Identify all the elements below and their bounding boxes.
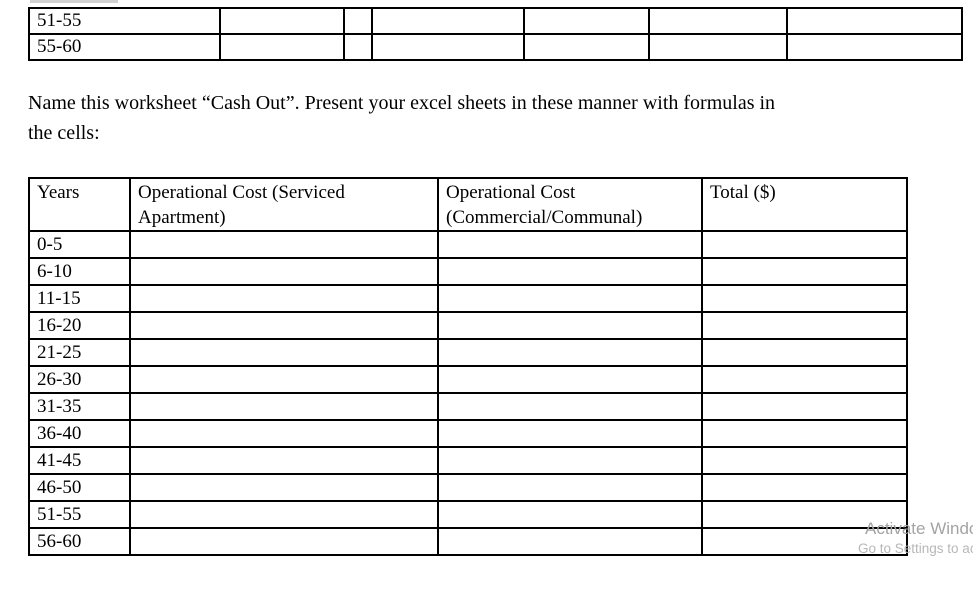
table-row: 0-5 bbox=[28, 230, 908, 259]
serviced-cost-cell[interactable] bbox=[129, 257, 439, 286]
instruction-paragraph: Name this worksheet “Cash Out”. Present … bbox=[28, 88, 938, 148]
partial-year-range-cell: 55-60 bbox=[28, 33, 221, 61]
total-cell[interactable] bbox=[701, 446, 908, 475]
serviced-cost-cell[interactable] bbox=[129, 527, 439, 556]
commercial-cost-cell[interactable] bbox=[437, 338, 703, 367]
empty-cell[interactable] bbox=[523, 7, 650, 35]
empty-cell[interactable] bbox=[648, 7, 788, 35]
commercial-cost-cell[interactable] bbox=[437, 527, 703, 556]
total-cell[interactable] bbox=[701, 338, 908, 367]
empty-cell[interactable] bbox=[786, 33, 963, 61]
empty-cell[interactable] bbox=[371, 7, 525, 35]
cutoff-row-remnant bbox=[30, 0, 118, 3]
instruction-line: the cells: bbox=[28, 122, 100, 144]
commercial-cost-cell[interactable] bbox=[437, 392, 703, 421]
header-total: Total ($) bbox=[701, 177, 908, 232]
empty-cell[interactable] bbox=[648, 33, 788, 61]
empty-cell[interactable] bbox=[219, 7, 345, 35]
cash-out-cost-table: Years Operational Cost (Serviced Apartme… bbox=[28, 177, 908, 556]
year-range-cell: 16-20 bbox=[28, 311, 131, 340]
table-row: 26-30 bbox=[28, 365, 908, 394]
header-text: Operational Cost bbox=[446, 182, 576, 203]
header-text: Apartment) bbox=[138, 207, 226, 228]
partial-year-range-cell: 51-55 bbox=[28, 7, 221, 35]
commercial-cost-cell[interactable] bbox=[437, 473, 703, 502]
year-range-cell: 26-30 bbox=[28, 365, 131, 394]
table-row: 55-60 bbox=[28, 33, 963, 61]
header-years: Years bbox=[28, 177, 131, 232]
year-range-cell: 21-25 bbox=[28, 338, 131, 367]
empty-cell[interactable] bbox=[343, 7, 373, 35]
table-row: 46-50 bbox=[28, 473, 908, 502]
empty-cell[interactable] bbox=[523, 33, 650, 61]
serviced-cost-cell[interactable] bbox=[129, 284, 439, 313]
total-cell[interactable] bbox=[701, 365, 908, 394]
serviced-cost-cell[interactable] bbox=[129, 365, 439, 394]
header-text: Total ($) bbox=[710, 182, 776, 203]
header-text: (Commercial/Communal) bbox=[446, 207, 643, 228]
table-row: 36-40 bbox=[28, 419, 908, 448]
total-cell[interactable] bbox=[701, 284, 908, 313]
serviced-cost-cell[interactable] bbox=[129, 338, 439, 367]
year-range-cell: 36-40 bbox=[28, 419, 131, 448]
table-row: 6-10 bbox=[28, 257, 908, 286]
table-row: 56-60 bbox=[28, 527, 908, 556]
commercial-cost-cell[interactable] bbox=[437, 500, 703, 529]
serviced-cost-cell[interactable] bbox=[129, 230, 439, 259]
table-header-row: Years Operational Cost (Serviced Apartme… bbox=[28, 177, 908, 232]
serviced-cost-cell[interactable] bbox=[129, 392, 439, 421]
instruction-line: Name this worksheet “Cash Out”. Present … bbox=[28, 92, 776, 114]
empty-cell[interactable] bbox=[786, 7, 963, 35]
year-range-cell: 0-5 bbox=[28, 230, 131, 259]
table-row: 41-45 bbox=[28, 446, 908, 475]
table-row: 16-20 bbox=[28, 311, 908, 340]
serviced-cost-cell[interactable] bbox=[129, 311, 439, 340]
header-operational-cost-serviced: Operational Cost (Serviced Apartment) bbox=[129, 177, 439, 232]
table-row: 51-55 bbox=[28, 7, 963, 35]
total-cell[interactable] bbox=[701, 392, 908, 421]
empty-cell[interactable] bbox=[219, 33, 345, 61]
header-operational-cost-commercial: Operational Cost (Commercial/Communal) bbox=[437, 177, 703, 232]
table-row: 11-15 bbox=[28, 284, 908, 313]
year-range-cell: 6-10 bbox=[28, 257, 131, 286]
year-range-cell: 11-15 bbox=[28, 284, 131, 313]
table-row: 51-55 bbox=[28, 500, 908, 529]
year-range-cell: 41-45 bbox=[28, 446, 131, 475]
total-cell[interactable] bbox=[701, 500, 908, 529]
commercial-cost-cell[interactable] bbox=[437, 446, 703, 475]
total-cell[interactable] bbox=[701, 257, 908, 286]
commercial-cost-cell[interactable] bbox=[437, 311, 703, 340]
commercial-cost-cell[interactable] bbox=[437, 284, 703, 313]
commercial-cost-cell[interactable] bbox=[437, 419, 703, 448]
total-cell[interactable] bbox=[701, 311, 908, 340]
year-range-cell: 56-60 bbox=[28, 527, 131, 556]
year-range-cell: 31-35 bbox=[28, 392, 131, 421]
commercial-cost-cell[interactable] bbox=[437, 230, 703, 259]
header-text: Operational Cost (Serviced bbox=[138, 182, 345, 203]
serviced-cost-cell[interactable] bbox=[129, 419, 439, 448]
table-row: 31-35 bbox=[28, 392, 908, 421]
total-cell[interactable] bbox=[701, 419, 908, 448]
serviced-cost-cell[interactable] bbox=[129, 500, 439, 529]
total-cell[interactable] bbox=[701, 473, 908, 502]
serviced-cost-cell[interactable] bbox=[129, 446, 439, 475]
serviced-cost-cell[interactable] bbox=[129, 473, 439, 502]
commercial-cost-cell[interactable] bbox=[437, 257, 703, 286]
total-cell[interactable] bbox=[701, 230, 908, 259]
total-cell[interactable] bbox=[701, 527, 908, 556]
header-text: Years bbox=[37, 182, 80, 203]
empty-cell[interactable] bbox=[371, 33, 525, 61]
empty-cell[interactable] bbox=[343, 33, 373, 61]
commercial-cost-cell[interactable] bbox=[437, 365, 703, 394]
table-row: 21-25 bbox=[28, 338, 908, 367]
partial-years-table: 51-55 55-60 bbox=[28, 7, 963, 61]
year-range-cell: 51-55 bbox=[28, 500, 131, 529]
year-range-cell: 46-50 bbox=[28, 473, 131, 502]
